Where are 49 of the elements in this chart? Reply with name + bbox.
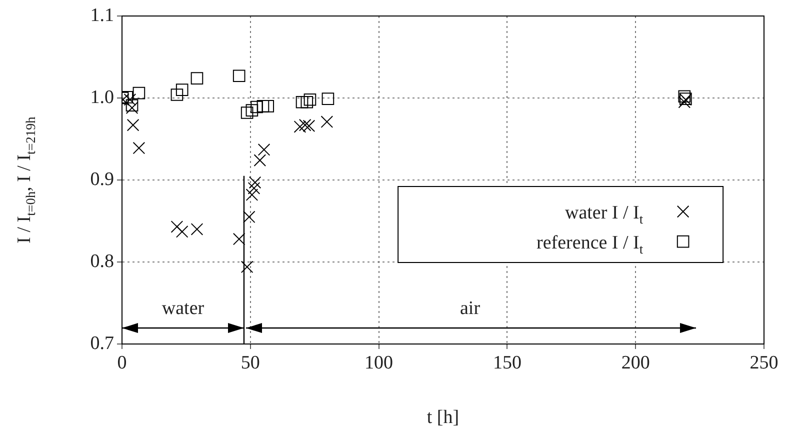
x-tick-label: 150: [492, 352, 522, 374]
point: [232, 70, 246, 82]
point: [126, 99, 138, 112]
point: [298, 118, 312, 132]
point: [126, 102, 138, 114]
x-axis-title: t [h]: [426, 407, 460, 428]
point: [300, 96, 314, 108]
annotation: air: [460, 298, 481, 319]
point: [258, 144, 270, 156]
y-tick-label: 1.1: [90, 4, 114, 26]
point: [246, 188, 258, 201]
point: [170, 88, 184, 101]
x-tick-label: 100: [364, 352, 394, 374]
point: [248, 182, 260, 194]
point: [678, 90, 691, 103]
point: [126, 118, 140, 132]
x-tick-label: 250: [750, 352, 778, 374]
point: [294, 120, 306, 133]
point: [320, 116, 334, 128]
x-tick-label: 0: [117, 352, 127, 374]
point: [262, 100, 274, 112]
y-tick-label: 0.8: [90, 250, 114, 272]
point: [250, 100, 263, 114]
y-tick-label: 0.9: [90, 168, 114, 190]
point: [190, 223, 204, 236]
point: [256, 100, 270, 112]
point: [176, 84, 188, 96]
point: [240, 260, 254, 274]
point: [246, 104, 258, 116]
point: [242, 210, 256, 224]
point: [190, 72, 204, 84]
point: [170, 220, 184, 233]
x-tick-label: 200: [621, 352, 650, 374]
y-axis-title: I / It=0h, I / It=219h: [14, 116, 38, 244]
point: [132, 142, 146, 154]
point: [296, 96, 308, 108]
point: [248, 176, 262, 189]
point: [232, 232, 246, 246]
y-tick-label: 1.0: [90, 86, 114, 108]
x-tick-label: 50: [240, 352, 260, 374]
point: [176, 226, 188, 238]
point: [302, 120, 316, 132]
point: [240, 106, 254, 119]
point: [322, 92, 334, 105]
point: [132, 86, 146, 100]
point: [254, 154, 266, 166]
point: [304, 93, 316, 106]
annotation: water: [162, 298, 205, 319]
y-tick-label: 0.7: [90, 332, 114, 354]
